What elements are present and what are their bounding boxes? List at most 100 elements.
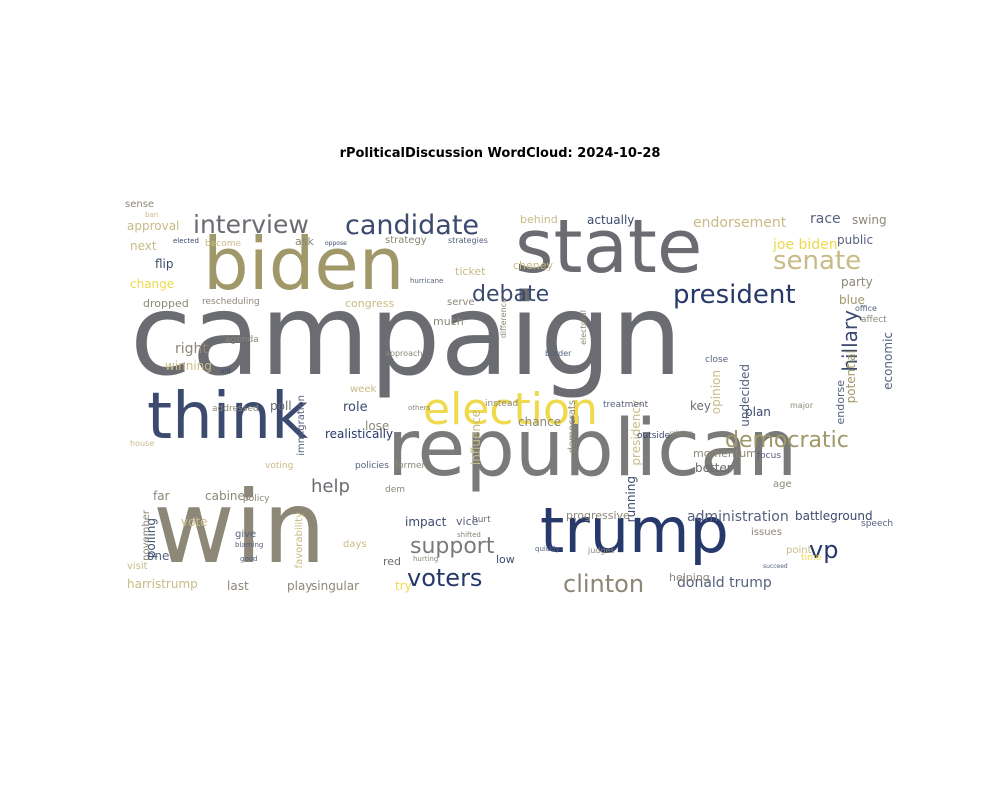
cloud-word: voting xyxy=(265,461,294,471)
cloud-word: president xyxy=(673,280,796,310)
cloud-word: strategy xyxy=(385,235,427,246)
cloud-word: think xyxy=(147,380,309,454)
cloud-word: next xyxy=(130,239,157,253)
cloud-word: republican xyxy=(387,404,798,494)
cloud-word: strategies xyxy=(448,236,488,245)
cloud-word: point xyxy=(786,545,812,556)
cloud-word: low xyxy=(496,553,515,566)
cloud-word: better xyxy=(695,461,732,475)
cloud-word: quickly xyxy=(535,545,560,553)
cloud-word: vice xyxy=(456,515,479,528)
cloud-word: blue xyxy=(839,293,865,307)
cloud-word: focus xyxy=(757,451,782,461)
cloud-word: time xyxy=(801,553,822,563)
cloud-word: democratic xyxy=(725,428,849,453)
cloud-word: become xyxy=(205,239,242,249)
cloud-word: ban xyxy=(145,211,159,219)
cloud-word: impact xyxy=(405,515,447,529)
cloud-word: visit xyxy=(127,561,148,572)
cloud-word: major xyxy=(790,401,814,410)
cloud-word: dropped xyxy=(143,297,189,310)
cloud-word: trump xyxy=(540,494,729,567)
cloud-word: plan xyxy=(745,405,771,419)
cloud-word: opinion xyxy=(709,370,723,415)
cloud-word: right xyxy=(175,341,208,357)
cloud-word: last xyxy=(227,579,249,593)
cloud-word: battleground xyxy=(795,509,873,523)
cloud-word: much xyxy=(433,315,464,328)
cloud-word: others xyxy=(408,404,431,412)
cloud-word: week xyxy=(350,384,377,395)
cloud-word: interview xyxy=(193,210,309,239)
cloud-word: vp xyxy=(809,536,839,564)
cloud-word: influence xyxy=(469,410,483,466)
cloud-word: voters xyxy=(407,564,483,592)
cloud-word: blaming xyxy=(235,541,264,549)
cloud-word: realistically xyxy=(325,427,394,441)
cloud-word: hurting xyxy=(413,555,439,563)
cloud-word: close xyxy=(705,355,729,365)
cloud-word: instead xyxy=(485,399,519,409)
cloud-word: try xyxy=(395,579,412,593)
cloud-word: vote xyxy=(181,515,208,529)
cloud-word: help xyxy=(311,476,350,497)
cloud-word: democrats xyxy=(567,400,578,454)
cloud-word: administration xyxy=(687,509,789,525)
cloud-word: singular xyxy=(311,579,360,593)
cloud-word: debate xyxy=(472,282,550,307)
cloud-word: speech xyxy=(861,519,894,529)
cloud-word: policies xyxy=(355,461,389,471)
cloud-word: sense xyxy=(125,200,155,210)
cloud-word: rescheduling xyxy=(202,297,260,307)
cloud-word: succeed xyxy=(763,563,788,570)
cloud-word: ask xyxy=(295,235,314,248)
cloud-word: outside xyxy=(637,431,671,441)
cloud-word: helping xyxy=(669,571,710,584)
cloud-word: favorability xyxy=(294,512,305,569)
cloud-word: undecided xyxy=(738,364,752,427)
cloud-word: race xyxy=(810,211,841,227)
cloud-word: former xyxy=(395,461,426,471)
cloud-word: winning xyxy=(165,359,212,373)
cloud-word: cheney xyxy=(513,259,554,272)
cloud-word: hurricane xyxy=(410,277,444,285)
cloud-word: approval xyxy=(127,219,180,233)
cloud-word: campaign xyxy=(130,271,683,401)
cloud-word: approach xyxy=(385,349,423,358)
cloud-word: house xyxy=(130,439,155,448)
cloud-word: biden xyxy=(203,222,405,306)
cloud-word: age xyxy=(773,479,792,490)
cloud-word: far xyxy=(153,489,170,503)
cloud-word: issues xyxy=(751,527,782,538)
cloud-word: swing xyxy=(852,213,887,227)
cloud-word: days xyxy=(343,539,367,550)
cloud-word: treatment xyxy=(603,400,649,410)
cloud-word: policy xyxy=(243,494,270,504)
cloud-word: senate xyxy=(773,246,862,276)
cloud-word: office xyxy=(855,304,877,313)
cloud-word: harristrump xyxy=(127,577,198,591)
cloud-word: flip xyxy=(155,257,174,271)
cloud-word: play xyxy=(287,579,313,593)
cloud-word: actually xyxy=(587,213,635,227)
cloud-word: dem xyxy=(385,485,406,495)
cloud-word: border xyxy=(545,349,572,358)
cloud-word: one xyxy=(147,549,170,563)
cloud-word: affect xyxy=(861,315,887,325)
cloud-word: progressive xyxy=(566,509,630,522)
cloud-word: public xyxy=(837,233,874,247)
cloud-word: chance xyxy=(518,415,562,429)
cloud-word: agenda xyxy=(225,335,259,345)
cloud-word: congress xyxy=(345,297,395,310)
cloud-word: hurt xyxy=(472,515,491,525)
cloud-word: relative xyxy=(670,430,693,437)
cloud-word: red xyxy=(383,555,402,568)
cloud-word: oppose xyxy=(325,240,347,247)
cloud-word: party xyxy=(841,275,873,289)
cloud-word: give xyxy=(235,529,257,540)
cloud-word: poll xyxy=(270,399,292,413)
cloud-word: election xyxy=(423,384,598,435)
cloud-word: behind xyxy=(520,213,558,226)
cloud-word: addressed xyxy=(212,404,259,414)
cloud-word: key xyxy=(690,399,712,413)
